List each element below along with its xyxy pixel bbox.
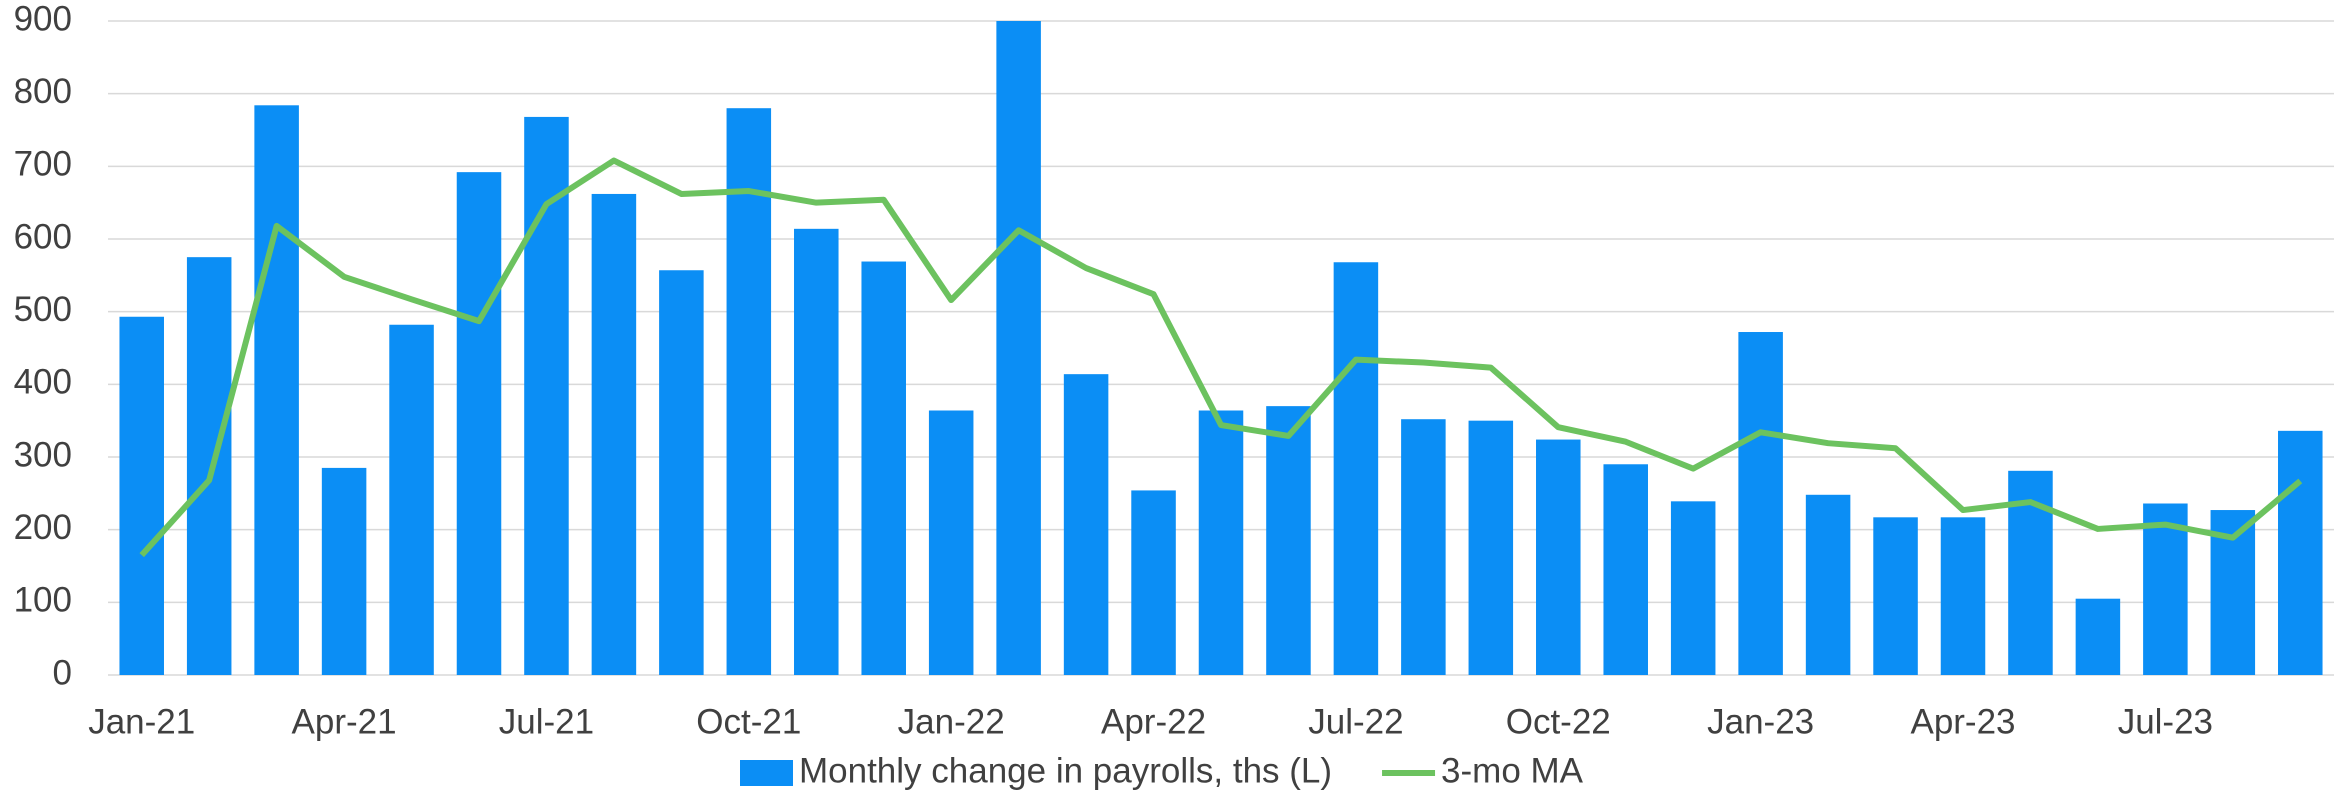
legend-label: Monthly change in payrolls, ths (L) (799, 751, 1332, 790)
x-tick-label: Jan-21 (88, 702, 195, 741)
bar (591, 193, 637, 676)
bar (1738, 332, 1783, 675)
x-tick-label: Jul-22 (1308, 702, 1403, 741)
bar (1198, 410, 1244, 675)
bar (456, 172, 502, 675)
legend-swatch (740, 760, 793, 786)
y-tick-label: 200 (14, 508, 72, 547)
bar (389, 324, 434, 675)
legend-label: 3-mo MA (1441, 751, 1584, 790)
bar (1468, 420, 1514, 675)
y-tick-label: 900 (14, 0, 72, 38)
bar (119, 316, 164, 675)
line (139, 157, 2303, 558)
bar (794, 228, 839, 675)
bar (2278, 430, 2323, 675)
bar (1131, 490, 1176, 675)
y-tick-label: 100 (14, 581, 72, 620)
bar (1536, 439, 1581, 675)
bar (1873, 517, 1918, 675)
bar (996, 21, 1041, 675)
bar (1401, 419, 1446, 675)
x-tick-label: Oct-21 (696, 702, 801, 741)
bar (1063, 374, 1109, 675)
bar (1603, 464, 1648, 675)
x-tick-label: Apr-22 (1101, 702, 1206, 741)
x-tick-label: Jul-23 (2118, 702, 2213, 741)
y-tick-label: 400 (14, 363, 72, 402)
y-tick-label: 600 (14, 217, 72, 256)
bar (1333, 262, 1379, 675)
bar (1805, 494, 1851, 675)
bar (659, 270, 704, 675)
bar (321, 467, 367, 675)
y-tick-label: 300 (14, 435, 72, 474)
x-tick-label: Jul-21 (499, 702, 594, 741)
y-tick-label: 0 (53, 653, 72, 692)
y-tick-label: 500 (14, 290, 72, 329)
x-tick-label: Jan-23 (1707, 702, 1814, 741)
bar (1670, 501, 1716, 675)
bar (1940, 517, 1986, 675)
bar (254, 105, 299, 675)
y-tick-label: 700 (14, 145, 72, 184)
bar (186, 257, 232, 675)
x-tick-label: Oct-22 (1506, 702, 1611, 741)
bar (861, 261, 906, 675)
x-tick-label: Jan-22 (898, 702, 1005, 741)
bar (2143, 503, 2188, 675)
x-tick-label: Apr-21 (292, 702, 397, 741)
bar (1266, 406, 1311, 675)
bar (2075, 598, 2121, 675)
bar (726, 108, 772, 675)
x-tick-label: Apr-23 (1910, 702, 2015, 741)
y-tick-label: 800 (14, 72, 72, 111)
bar (928, 410, 974, 675)
